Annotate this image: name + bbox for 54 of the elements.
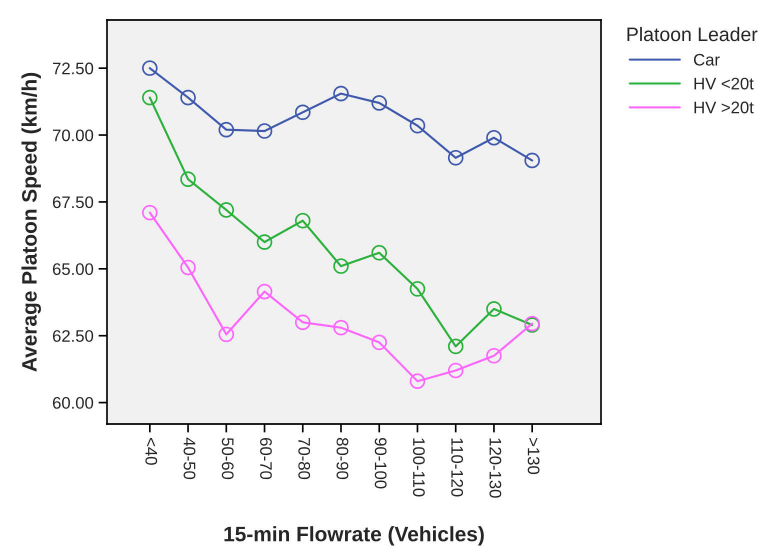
point [333,258,349,274]
point [448,362,464,378]
x-tick-label: 40-50 [184,438,196,480]
point [142,90,158,106]
legend-label: HV >20t [694,102,754,114]
legend-label: Car [694,54,720,66]
point [371,244,388,261]
y-tick-label: 67.50 [52,196,94,208]
x-tick-label: 50-60 [222,438,234,480]
x-tick-label: 80-90 [336,438,348,480]
point [142,204,158,220]
point [524,152,540,168]
point [142,60,158,76]
point [486,130,502,146]
point [333,86,349,102]
x-tick-label: >130 [528,438,540,474]
point [180,260,196,276]
y-tick-label: 60.00 [52,396,94,409]
y-axis-title: Average Platoon Speed (km/h) [21,72,41,372]
point [410,373,426,389]
point [486,348,502,364]
point [256,123,272,139]
point [448,150,464,166]
point [448,338,464,354]
point [256,234,272,250]
x-tick-label: 90-100 [374,438,387,488]
x-tick-label: 60-70 [260,438,272,480]
x-tick-label: <40 [145,438,158,465]
point [218,202,234,218]
point [371,334,388,350]
point [180,171,196,187]
legend-title: Platoon Leader [627,26,758,42]
legend-label: HV <20t [694,78,754,90]
point [486,301,502,317]
x-tick-label: 70-80 [298,438,310,480]
point [256,284,272,300]
point [371,95,388,111]
point [410,281,426,297]
point [294,314,311,330]
point [218,326,234,342]
y-tick-label: 62.50 [52,330,94,342]
y-tick-label: 72.50 [52,62,94,74]
point [294,212,311,228]
y-tick-label: 70.00 [52,129,94,142]
point [410,118,426,134]
x-tick-label: 120-130 [489,438,502,498]
point [218,122,234,138]
x-axis-title: 15-min Flowrate (Vehicles) [224,526,484,546]
x-tick-label: 110-120 [451,438,464,496]
point [180,90,196,106]
point [333,320,349,336]
x-tick-label: 100-110 [412,438,425,496]
y-tick-label: 65.00 [52,263,94,276]
point [294,104,311,120]
